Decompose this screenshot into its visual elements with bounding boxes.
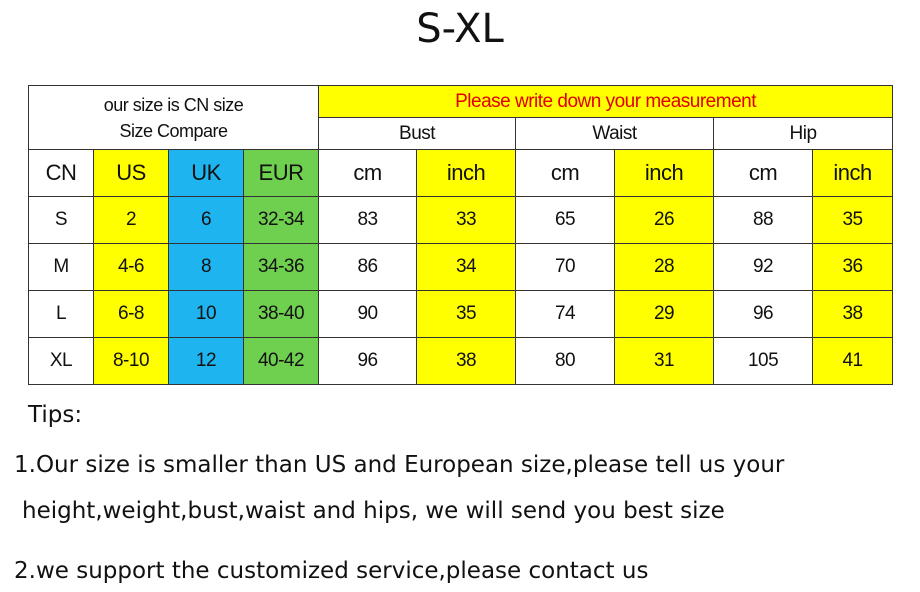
cell: 35 (812, 196, 894, 244)
cell: 88 (713, 196, 814, 244)
cell: US (93, 149, 169, 197)
tip-line: height,weight,bust,waist and hips, we wi… (22, 498, 725, 524)
cell: 8-10 (93, 337, 169, 385)
cell: XL (28, 337, 94, 385)
cell: S (28, 196, 94, 244)
cell: 96 (713, 290, 814, 338)
cell: 32-34 (242, 196, 320, 244)
compare-line: Size Compare (119, 120, 229, 141)
cell: 105 (713, 337, 814, 385)
size-table: our size is CN size Size Compare Please wr… (27, 85, 894, 385)
group-header: Bust (318, 117, 517, 150)
cell: 38-40 (242, 290, 320, 338)
tip-line: 2.we support the customized service,plea… (14, 558, 649, 584)
cell: 31 (614, 337, 715, 385)
cell: 6-8 (93, 290, 169, 338)
cell: 41 (812, 337, 894, 385)
group-header: Waist (515, 117, 715, 150)
cell: 96 (318, 337, 418, 385)
cell: 8 (168, 243, 244, 291)
cell: cm (515, 149, 616, 197)
group-header: Hip (713, 117, 894, 150)
cell: 86 (318, 243, 418, 291)
cell: M (28, 243, 94, 291)
cell: 28 (614, 243, 715, 291)
cell: inch (416, 149, 517, 197)
cell: 33 (416, 196, 517, 244)
cell: 90 (318, 290, 418, 338)
cell: 26 (614, 196, 715, 244)
cell: inch (812, 149, 894, 197)
cell: 6 (168, 196, 244, 244)
cell: 40-42 (242, 337, 320, 385)
cell: 34 (416, 243, 517, 291)
size-row: XL 8-10 12 40-42 96 38 80 31 105 41 (28, 337, 894, 385)
compare-title: our size is CN size Size Compare (27, 85, 320, 150)
cell: 4-6 (93, 243, 169, 291)
compare-line: our size is CN size (103, 94, 244, 115)
cell: 80 (515, 337, 616, 385)
cell: CN (28, 149, 94, 197)
cell: 65 (515, 196, 616, 244)
cell: 38 (416, 337, 517, 385)
measure-title: Please write down your measurement (318, 85, 894, 118)
cell: 83 (318, 196, 418, 244)
column-header-row: CN US UK EUR cm inch cm inch cm inch (28, 149, 894, 197)
tip-line: 1.Our size is smaller than US and Europe… (14, 452, 785, 478)
cell: 92 (713, 243, 814, 291)
cell: cm (318, 149, 418, 197)
cell: 2 (93, 196, 169, 244)
cell: UK (168, 149, 244, 197)
size-row: L 6-8 10 38-40 90 35 74 29 96 38 (28, 290, 894, 338)
cell: 74 (515, 290, 616, 338)
cell: 10 (168, 290, 244, 338)
cell: 70 (515, 243, 616, 291)
cell: 29 (614, 290, 715, 338)
size-row: S 2 6 32-34 83 33 65 26 88 35 (28, 196, 894, 244)
cell: inch (614, 149, 715, 197)
cell: 36 (812, 243, 894, 291)
title: S-XL (416, 6, 504, 52)
size-row: M 4-6 8 34-36 86 34 70 28 92 36 (28, 243, 894, 291)
cell: L (28, 290, 94, 338)
cell: 12 (168, 337, 244, 385)
cell: 34-36 (242, 243, 320, 291)
cell: 35 (416, 290, 517, 338)
tips-heading: Tips: (28, 402, 83, 428)
cell: 38 (812, 290, 894, 338)
cell: EUR (242, 149, 320, 197)
cell: cm (713, 149, 814, 197)
